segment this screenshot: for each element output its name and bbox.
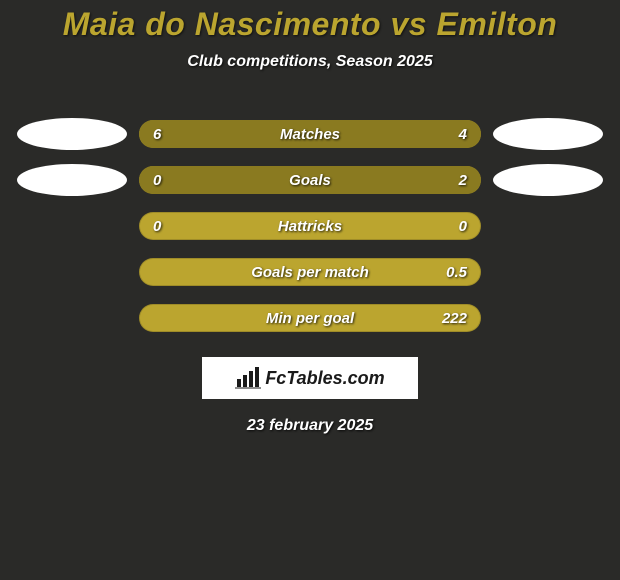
stat-left-value: 6 [153,126,181,143]
comparison-bar: 6Matches4 [139,120,481,148]
player-right-marker [493,164,603,196]
logo-text: FcTables.com [265,368,384,389]
subtitle: Club competitions, Season 2025 [0,53,620,71]
stat-row: 6Matches4 [0,111,620,157]
logo-box: FcTables.com [202,357,418,399]
stat-right-value: 2 [439,172,467,189]
bar-content: 0Hattricks0 [139,212,481,240]
stat-left-value: 0 [153,172,181,189]
bar-content: Min per goal222 [139,304,481,332]
stat-right-value: 4 [439,126,467,143]
stat-row: Min per goal222 [0,295,620,341]
comparison-bar: 0Hattricks0 [139,212,481,240]
stat-row: Goals per match0.5 [0,249,620,295]
stat-label: Hattricks [181,218,439,235]
comparison-bar: 0Goals2 [139,166,481,194]
bar-content: Goals per match0.5 [139,258,481,286]
date-label: 23 february 2025 [0,417,620,435]
stat-right-value: 0 [439,218,467,235]
stat-rows: 6Matches40Goals20Hattricks0Goals per mat… [0,111,620,341]
stat-right-value: 0.5 [439,264,467,281]
comparison-bar: Goals per match0.5 [139,258,481,286]
stat-label: Min per goal [181,310,439,327]
stat-label: Goals per match [181,264,439,281]
bar-content: 6Matches4 [139,120,481,148]
infographic-container: Maia do Nascimento vs Emilton Club compe… [0,0,620,435]
bar-content: 0Goals2 [139,166,481,194]
page-title: Maia do Nascimento vs Emilton [0,6,620,43]
stat-label: Goals [181,172,439,189]
comparison-bar: Min per goal222 [139,304,481,332]
player-left-marker [17,164,127,196]
stat-left-value: 0 [153,218,181,235]
bar-chart-icon [235,367,261,389]
player-left-marker [17,118,127,150]
stat-right-value: 222 [439,310,467,327]
stat-row: 0Goals2 [0,157,620,203]
stat-row: 0Hattricks0 [0,203,620,249]
player-right-marker [493,118,603,150]
stat-label: Matches [181,126,439,143]
